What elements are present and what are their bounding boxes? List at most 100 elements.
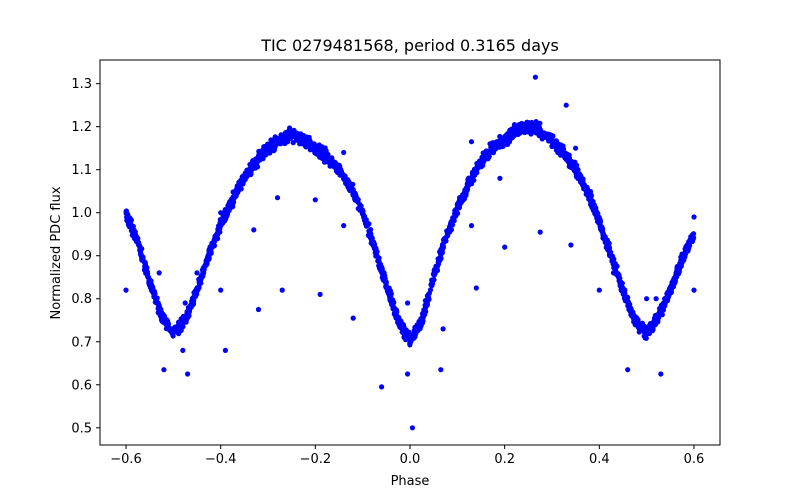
data-point [599,227,605,233]
data-point [152,291,158,297]
data-point [383,284,389,291]
x-tick-label: −0.6 [110,452,142,467]
outlier-point [610,270,617,276]
outlier-point [537,229,543,235]
data-point [420,311,426,317]
outlier-point [438,367,444,373]
x-tick-label: 0.6 [684,452,705,467]
outlier-point [156,270,162,276]
outlier-point [182,300,188,306]
outlier-point [596,287,602,293]
data-point [417,326,423,332]
data-point [652,320,659,327]
outlier-point [468,223,475,229]
data-point [654,315,660,321]
data-point [209,244,216,250]
data-point [187,306,193,312]
data-point [374,252,380,259]
data-point [204,260,210,266]
data-point [616,278,622,284]
data-point [623,297,629,303]
outlier-point [563,102,569,108]
data-point [560,143,566,149]
data-point [228,204,234,210]
data-point [387,288,393,294]
outlier-point [255,306,262,313]
data-point [403,337,409,343]
data-point [236,186,242,192]
outlier-point [405,371,411,377]
data-point [490,150,496,156]
outlier-point [532,74,539,80]
data-point [357,202,363,208]
data-point [453,206,459,212]
outlier-point [691,287,697,293]
data-point [345,177,351,183]
data-point [670,281,676,288]
data-point [396,322,402,328]
data-point [214,233,220,239]
data-point [367,229,373,235]
data-point [288,135,294,141]
data-point [628,305,634,311]
data-point [447,229,453,235]
data-point [229,200,235,206]
x-tick-label: −0.4 [205,452,237,467]
data-point [172,324,178,330]
data-point [535,124,541,130]
data-point [188,302,194,308]
data-point [649,328,656,334]
data-point [521,127,527,133]
data-point [431,268,437,274]
data-point [463,187,469,193]
data-point [671,277,677,283]
data-point [316,142,322,148]
data-point [160,311,166,317]
x-axis-label: Phase [391,474,430,489]
x-tick-label: 0.0 [400,452,421,467]
data-point [196,285,202,291]
data-point [306,141,312,147]
y-tick-label: 0.8 [71,292,92,307]
data-point [216,228,222,234]
data-point [201,269,207,275]
data-point [291,127,297,133]
data-point [205,254,211,260]
data-point [471,173,477,179]
data-point [476,163,482,169]
data-point [223,215,229,222]
data-point [643,335,649,341]
data-point [632,319,638,325]
data-point [474,170,480,176]
x-tick-label: 0.2 [494,452,515,467]
data-point [328,160,334,166]
data-point [335,165,341,172]
data-point [676,268,682,274]
data-point [189,295,195,302]
data-point [441,235,448,242]
outlier-point [341,223,347,229]
data-point [647,321,653,327]
outlier-point [502,244,508,250]
outlier-point [473,285,479,291]
data-point [564,154,571,160]
outlier-point [274,195,281,201]
data-point [322,156,328,162]
data-point [687,243,693,249]
data-point [230,189,236,195]
data-point [177,323,183,329]
data-point [317,147,323,153]
data-point [272,138,279,144]
data-point [488,144,495,150]
data-point [606,244,612,250]
data-point [279,133,285,139]
outlier-point [379,384,385,390]
data-point [153,296,159,302]
chart-title: TIC 0279481568, period 0.3165 days [260,36,559,55]
data-point [568,158,575,164]
data-point [638,324,644,330]
data-point [457,201,463,207]
outlier-point [644,296,650,302]
data-point [125,211,131,217]
